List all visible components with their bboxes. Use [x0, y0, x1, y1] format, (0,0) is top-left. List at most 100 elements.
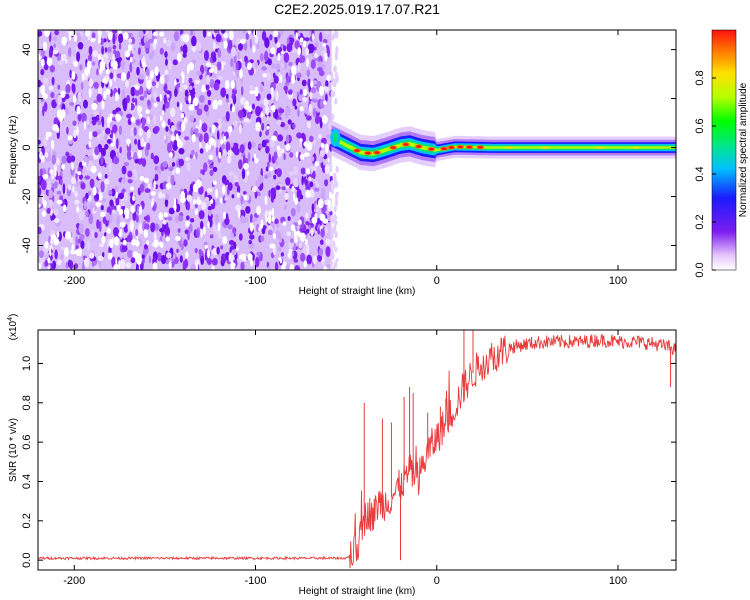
snr-scale-exponent: 4: [7, 317, 14, 321]
noise-gap: [106, 227, 112, 234]
noise-speckle: [319, 32, 323, 42]
colorbar-tick-label: 0.0: [694, 262, 706, 277]
noise-gap: [67, 135, 73, 141]
noise-speckle: [306, 120, 311, 129]
colorbar-label: Normalized spectral amplitude: [738, 82, 749, 217]
noise-speckle: [314, 187, 320, 192]
y-tick-label: 0.6: [21, 434, 33, 449]
noise-gap: [180, 102, 183, 111]
noise-speckle: [251, 103, 255, 110]
noise-speckle: [275, 230, 281, 239]
noise-speckle: [217, 117, 221, 128]
noise-gap: [297, 47, 302, 56]
noise-speckle: [84, 257, 90, 268]
noise-speckle: [280, 30, 284, 36]
noise-speckle: [68, 184, 71, 191]
noise-speckle: [274, 63, 281, 70]
noise-gap: [38, 263, 42, 270]
noise-speckle: [100, 181, 105, 193]
noise-speckle: [271, 62, 275, 69]
noise-gap: [153, 38, 157, 44]
noise-speckle: [170, 174, 175, 186]
noise-speckle: [217, 233, 222, 240]
noise-gap: [163, 211, 168, 218]
noise-gap: [50, 238, 53, 247]
noise-speckle: [236, 38, 241, 45]
noise-speckle: [277, 71, 281, 76]
noise-speckle: [120, 59, 126, 70]
noise-speckle: [159, 228, 164, 233]
noise-speckle: [227, 182, 233, 191]
noise-gap: [177, 141, 183, 148]
noise-speckle: [305, 212, 309, 219]
noise-gap: [246, 170, 250, 176]
noise-speckle: [199, 148, 204, 154]
noise-speckle: [52, 36, 58, 42]
noise-speckle: [227, 224, 234, 230]
noise-speckle: [77, 113, 82, 122]
noise-speckle: [184, 136, 190, 141]
noise-speckle: [112, 109, 117, 115]
noise-speckle: [268, 153, 271, 164]
noise-gap: [212, 99, 219, 110]
track-hotspot-core: [403, 143, 409, 146]
noise-gap: [293, 229, 297, 238]
noise-gap: [145, 109, 150, 114]
noise-speckle: [224, 196, 228, 201]
noise-speckle: [122, 175, 126, 185]
noise-speckle: [235, 69, 240, 78]
noise-speckle: [141, 254, 145, 259]
noise-gap: [322, 42, 327, 48]
noise-speckle: [135, 214, 139, 223]
noise-speckle: [285, 134, 290, 144]
noise-speckle: [109, 88, 113, 98]
noise-gap: [107, 252, 113, 260]
noise-speckle: [77, 91, 82, 102]
noise-speckle: [113, 73, 117, 82]
noise-gap: [101, 236, 106, 244]
noise-speckle: [69, 101, 75, 106]
noise-gap: [82, 160, 84, 167]
noise-gap: [143, 229, 148, 238]
noise-speckle: [143, 90, 148, 98]
noise-speckle: [108, 161, 112, 173]
noise-speckle: [74, 190, 78, 198]
noise-gap: [217, 222, 221, 232]
noise-edge: [332, 66, 337, 73]
noise-gap: [85, 30, 91, 37]
noise-gap: [183, 33, 190, 43]
noise-speckle: [118, 42, 122, 50]
noise-gap: [71, 71, 76, 80]
noise-speckle: [116, 138, 119, 149]
x-tick-label: -200: [63, 575, 85, 587]
noise-gap: [143, 177, 150, 184]
noise-speckle: [216, 246, 220, 255]
noise-speckle: [310, 59, 316, 70]
noise-gap: [191, 133, 196, 143]
noise-gap: [59, 112, 64, 123]
snr-scale-close: ): [8, 314, 19, 317]
noise-gap: [95, 202, 102, 207]
noise-speckle: [126, 150, 132, 158]
noise-speckle: [277, 247, 282, 252]
track-hotspot-core: [457, 145, 463, 149]
noise-speckle: [71, 240, 76, 246]
noise-speckle: [213, 223, 216, 234]
noise-gap: [188, 104, 195, 111]
noise-gap: [154, 66, 159, 76]
noise-gap: [106, 116, 112, 123]
track-onset-core: [332, 132, 338, 143]
spectrogram-signal-track: [330, 120, 676, 172]
noise-gap: [205, 144, 211, 150]
noise-gap: [252, 45, 256, 53]
noise-gap: [181, 72, 184, 78]
noise-speckle: [301, 175, 304, 186]
noise-speckle: [198, 249, 202, 255]
noise-speckle: [105, 212, 111, 221]
noise-speckle: [215, 196, 220, 207]
noise-speckle: [274, 218, 279, 225]
noise-gap: [88, 88, 92, 98]
noise-speckle: [265, 130, 270, 136]
noise-speckle: [182, 260, 187, 270]
noise-speckle: [131, 97, 135, 103]
